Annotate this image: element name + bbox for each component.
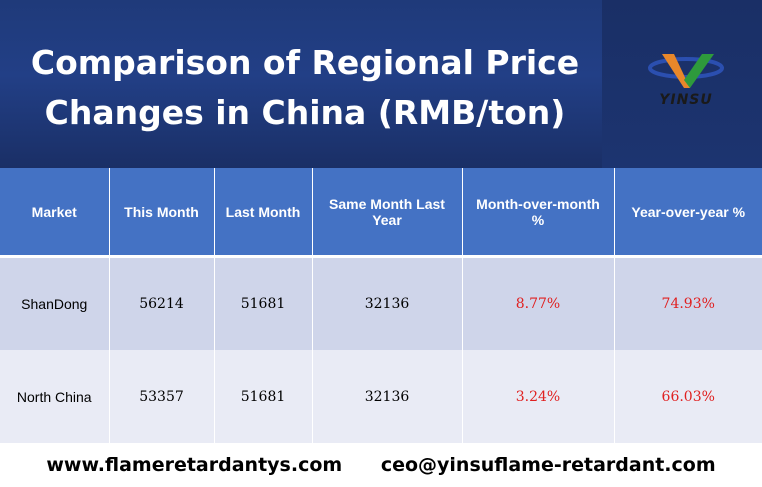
table-row: North China 53357 51681 32136 3.24% 66.0… xyxy=(0,350,762,443)
cell-year-over-year: 74.93% xyxy=(614,258,762,350)
header-last-month: Last Month xyxy=(214,168,312,255)
page-title-line-1: Comparison of Regional Price xyxy=(0,38,610,88)
page-title-line-2: Changes in China (RMB/ton) xyxy=(0,88,610,138)
website-link[interactable]: www.flameretardantys.com xyxy=(46,454,342,476)
title-banner: Comparison of Regional Price Changes in … xyxy=(0,0,762,168)
logo-text: YINSU xyxy=(644,92,728,108)
header-year-over-year: Year-over-year % xyxy=(614,168,762,255)
yinsu-logo-icon xyxy=(644,50,728,94)
logo-panel: YINSU xyxy=(602,0,762,168)
page-title: Comparison of Regional Price Changes in … xyxy=(0,38,610,138)
cell-same-month-last-year: 32136 xyxy=(312,258,462,350)
cell-market: ShanDong xyxy=(0,258,109,350)
cell-this-month: 53357 xyxy=(109,350,214,443)
yinsu-logo: YINSU xyxy=(644,50,728,122)
cell-month-over-month: 8.77% xyxy=(462,258,614,350)
email-link[interactable]: ceo@yinsuflame-retardant.com xyxy=(381,454,716,476)
header-market: Market xyxy=(0,168,109,255)
header-same-month-last-year: Same Month Last Year xyxy=(312,168,462,255)
cell-same-month-last-year: 32136 xyxy=(312,350,462,443)
header-month-over-month: Month-over-month % xyxy=(462,168,614,255)
footer: www.flameretardantys.com ceo@yinsuflame-… xyxy=(0,443,762,487)
header-this-month: This Month xyxy=(109,168,214,255)
table-row: ShanDong 56214 51681 32136 8.77% 74.93% xyxy=(0,258,762,350)
cell-market: North China xyxy=(0,350,109,443)
table-header-row: Market This Month Last Month Same Month … xyxy=(0,168,762,255)
cell-year-over-year: 66.03% xyxy=(614,350,762,443)
cell-last-month: 51681 xyxy=(214,258,312,350)
price-comparison-table: Market This Month Last Month Same Month … xyxy=(0,168,762,443)
cell-month-over-month: 3.24% xyxy=(462,350,614,443)
cell-last-month: 51681 xyxy=(214,350,312,443)
cell-this-month: 56214 xyxy=(109,258,214,350)
